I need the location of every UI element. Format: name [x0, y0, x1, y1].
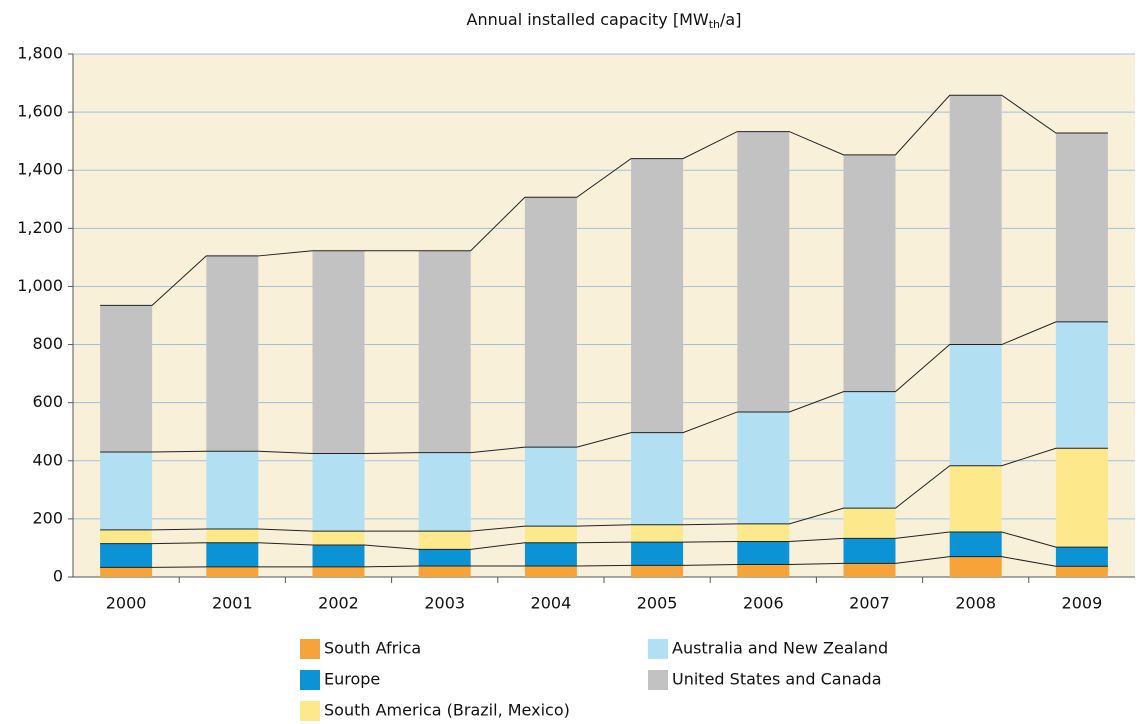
legend-swatch: [300, 639, 320, 659]
bar-segment: [631, 158, 684, 433]
legend-swatch: [300, 701, 320, 721]
bar-segment: [1055, 566, 1108, 577]
bar-segment: [843, 508, 896, 539]
bar-segment: [843, 154, 896, 392]
title-part: /a]: [720, 10, 741, 29]
y-tick-label: 1,600: [17, 102, 63, 121]
bar-segment: [631, 432, 684, 525]
bar-segment: [312, 453, 365, 532]
bar-segment: [206, 255, 259, 452]
bar-segment: [949, 556, 1002, 577]
y-tick-label: 1,200: [17, 218, 63, 237]
title-subscript: th: [709, 18, 720, 31]
y-tick-label: 1,400: [17, 160, 63, 179]
x-tick-label: 2005: [637, 594, 678, 613]
x-tick-label: 2001: [212, 594, 253, 613]
connector-line: [100, 321, 1108, 455]
bar-segment: [100, 529, 153, 544]
connector-line: [100, 531, 1108, 550]
bar-segment: [843, 391, 896, 509]
legend-label: Europe: [324, 670, 380, 689]
bar-segment: [312, 250, 365, 454]
bar-segment: [737, 564, 790, 577]
bar-segment: [631, 524, 684, 543]
bar-segment: [737, 541, 790, 565]
y-tick-label: 400: [32, 450, 63, 469]
bar-segment: [949, 95, 1002, 345]
y-tick-label: 800: [32, 334, 63, 353]
bar-segment: [418, 565, 471, 577]
bar-segment: [949, 344, 1002, 466]
bar-segment: [843, 538, 896, 564]
bar-segment: [949, 465, 1002, 532]
x-tick-label: 2003: [424, 594, 465, 613]
bar-segment: [100, 543, 153, 568]
connector-line: [100, 556, 1108, 568]
bar-segment: [206, 542, 259, 567]
bar-segment: [737, 131, 790, 412]
bar-segment: [418, 549, 471, 566]
y-tick-label: 0: [53, 567, 63, 586]
connector-line: [100, 94, 1108, 306]
x-tick-label: 2009: [1062, 594, 1103, 613]
legend-label: South Africa: [324, 639, 421, 658]
bar-segment: [524, 565, 577, 577]
bar-segment: [100, 452, 153, 530]
legend-label: Australia and New Zealand: [672, 639, 888, 658]
bar-segment: [206, 529, 259, 543]
x-tick-label: 2002: [318, 594, 359, 613]
bar-segment: [206, 451, 259, 530]
bar-segment: [737, 523, 790, 542]
bar-segment: [418, 250, 471, 453]
legend-swatch: [648, 670, 668, 690]
bar-segment: [524, 526, 577, 543]
x-tick-label: 2006: [743, 594, 784, 613]
y-tick-label: 200: [32, 508, 63, 527]
bar-segment: [1055, 321, 1108, 449]
bar-segment: [631, 542, 684, 566]
bar-segment: [843, 563, 896, 577]
bar-segment: [312, 545, 365, 567]
x-tick-label: 2004: [531, 594, 572, 613]
y-tick-label: 600: [32, 392, 63, 411]
bar-segment: [100, 305, 153, 453]
y-tick-label: 1,000: [17, 276, 63, 295]
legend-label: South America (Brazil, Mexico): [324, 701, 570, 720]
legend-swatch: [300, 670, 320, 690]
y-tick-label: 1,800: [17, 44, 63, 63]
bar-segment: [312, 566, 365, 577]
bar-segment: [737, 411, 790, 524]
bar-segment: [100, 567, 153, 577]
bar-segment: [524, 197, 577, 448]
bar-segment: [418, 452, 471, 532]
bar-segment: [1055, 547, 1108, 567]
bar-segment: [1055, 448, 1108, 548]
x-tick-label: 2000: [106, 594, 147, 613]
legend-label: United States and Canada: [672, 670, 882, 689]
chart-title: Annual installed capacity [MWth/a]: [467, 10, 742, 32]
legend-swatch: [648, 639, 668, 659]
x-tick-label: 2007: [849, 594, 890, 613]
bar-segment: [1055, 133, 1108, 322]
bar-segment: [418, 531, 471, 550]
connector-line: [100, 447, 1108, 532]
bar-segment: [524, 542, 577, 566]
bar-segment: [949, 531, 1002, 557]
bar-segment: [206, 566, 259, 577]
bar-segment: [631, 565, 684, 577]
bar-segment: [524, 447, 577, 527]
title-part: Annual installed capacity [MW: [467, 10, 709, 29]
bar-segment: [312, 531, 365, 546]
x-tick-label: 2008: [955, 594, 996, 613]
